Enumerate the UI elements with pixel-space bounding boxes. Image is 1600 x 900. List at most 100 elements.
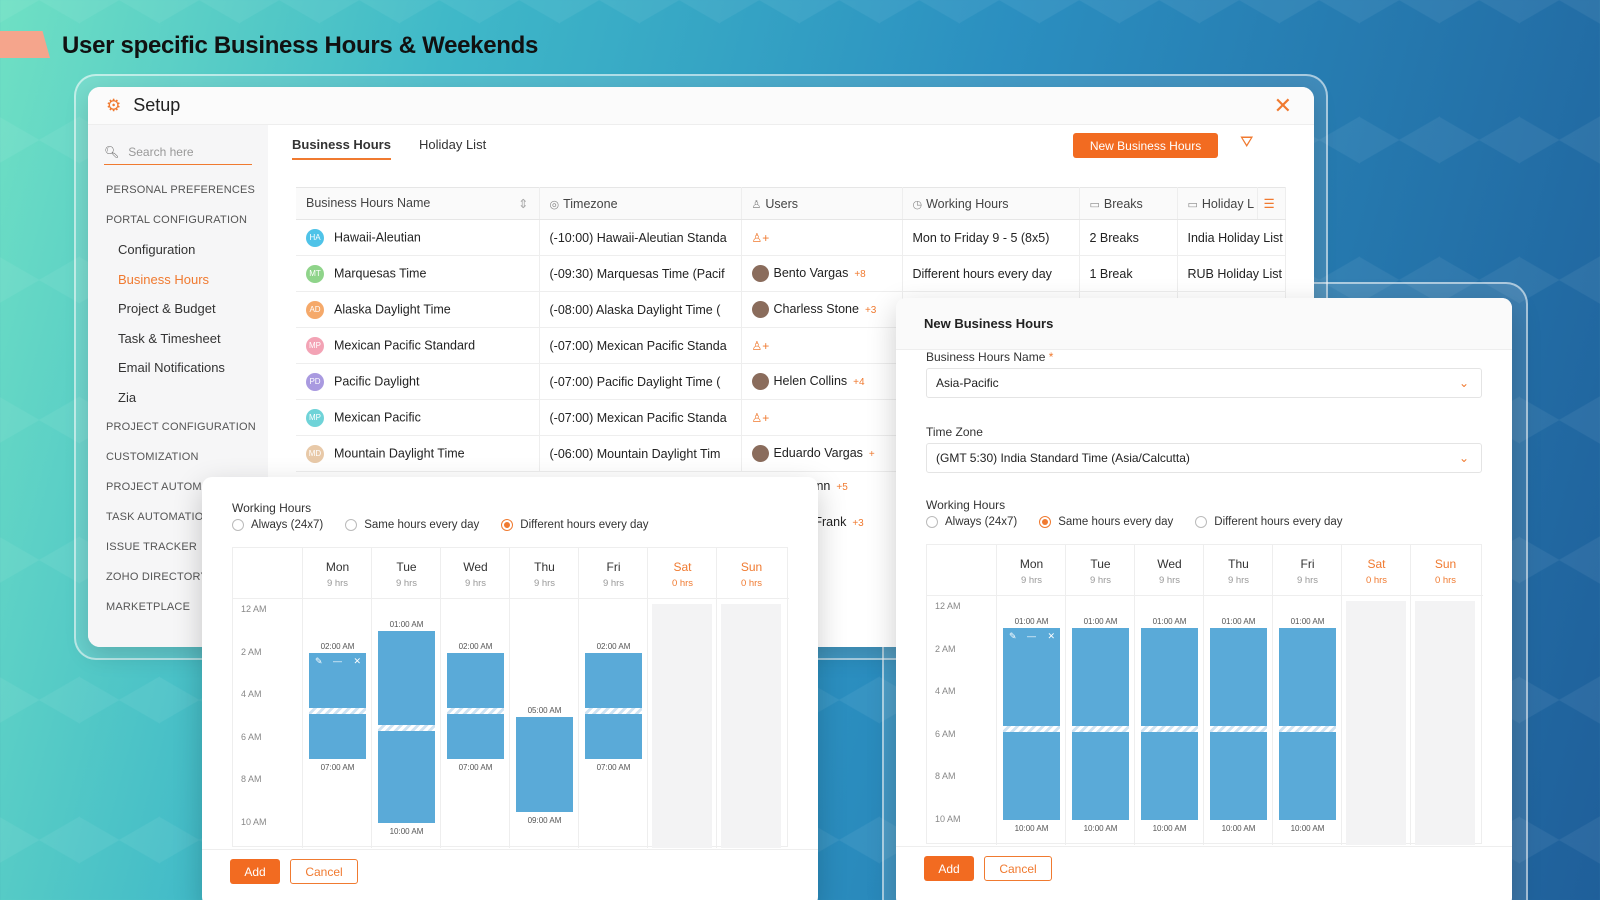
day-hours: 0 hrs bbox=[1434, 575, 1457, 586]
day-name: Sun bbox=[1434, 557, 1457, 571]
start-time-label: 01:00 AM bbox=[1221, 617, 1256, 627]
more-users-count[interactable]: +4 bbox=[853, 376, 865, 388]
search-input[interactable]: 🔍︎ Search here bbox=[104, 139, 252, 165]
cancel-button[interactable]: Cancel bbox=[984, 856, 1052, 881]
radio-always[interactable]: Always (24x7) bbox=[926, 516, 1017, 528]
business-hours-name[interactable]: Mountain Daylight Time bbox=[334, 445, 465, 460]
hours-block[interactable] bbox=[585, 652, 642, 760]
col-breaks[interactable]: ▭ Breaks bbox=[1079, 187, 1178, 220]
setup-header: ⚙ Setup ✕ bbox=[88, 87, 1314, 125]
timezone-select[interactable]: (GMT 5:30) India Standard Time (Asia/Cal… bbox=[926, 443, 1482, 473]
new-business-hours-panel: New Business Hours Business Hours Name *… bbox=[896, 298, 1512, 900]
day-hours: 0 hrs bbox=[740, 578, 763, 589]
new-business-hours-button[interactable]: New Business Hours bbox=[1073, 133, 1218, 158]
grid-header-divider bbox=[927, 595, 1483, 596]
tab-holiday-list[interactable]: Holiday List bbox=[418, 137, 487, 152]
drag-handle-icon[interactable]: — bbox=[1027, 631, 1036, 642]
business-hours-name[interactable]: Mexican Pacific bbox=[334, 409, 421, 424]
hour-label: 10 AM bbox=[935, 814, 961, 824]
sidebar-item[interactable]: Email Notifications bbox=[118, 360, 225, 375]
radio-different-hours[interactable]: Different hours every day bbox=[501, 519, 649, 531]
break-stripe bbox=[1141, 726, 1198, 733]
cancel-button[interactable]: Cancel bbox=[290, 859, 358, 884]
column-settings-icon[interactable]: ☰ bbox=[1257, 187, 1286, 220]
day-hours: 9 hrs bbox=[464, 578, 487, 589]
col-name[interactable]: Business Hours Name ⇕ bbox=[296, 187, 540, 220]
edit-icon[interactable]: ✎ bbox=[1009, 631, 1017, 642]
business-hours-name[interactable]: Mexican Pacific Standard bbox=[334, 337, 476, 352]
radio-same-hours[interactable]: Same hours every day bbox=[345, 519, 479, 531]
close-icon[interactable]: ✕ bbox=[1047, 631, 1055, 642]
add-button[interactable]: Add bbox=[924, 856, 974, 881]
table-row[interactable]: HA Hawaii-Aleutian (-10:00) Hawaii-Aleutia… bbox=[296, 219, 1286, 256]
hour-label: 2 AM bbox=[241, 646, 262, 657]
col-timezone[interactable]: ◎ Timezone bbox=[539, 187, 742, 220]
hours-block[interactable] bbox=[447, 652, 504, 760]
end-time-label: 10:00 AM bbox=[1290, 824, 1325, 833]
sidebar-item[interactable]: Project & Budget bbox=[118, 301, 216, 316]
cell-timezone: (-06:00) Mountain Daylight Tim bbox=[539, 435, 742, 472]
day-column-tue: Tue 9 hrs 01:00 AM 10:00 AM bbox=[1065, 545, 1134, 845]
hours-block[interactable] bbox=[1072, 628, 1129, 820]
radio-circle bbox=[345, 519, 358, 531]
day-column-mon: Mon 9 hrs 01:00 AM ✎ — ✕ 10:00 AM bbox=[996, 545, 1065, 845]
add-user-icon[interactable]: ♙+ bbox=[751, 230, 770, 245]
sidebar-item[interactable]: Business Hours bbox=[118, 271, 210, 287]
edit-icon[interactable]: ✎ bbox=[315, 655, 323, 666]
hours-block[interactable] bbox=[1210, 628, 1267, 820]
more-users-count[interactable]: +8 bbox=[854, 268, 866, 280]
close-icon[interactable]: ✕ bbox=[1273, 93, 1292, 118]
hours-block[interactable] bbox=[516, 716, 573, 813]
weekend-shade bbox=[1415, 601, 1475, 845]
hours-block[interactable] bbox=[378, 631, 435, 823]
badge-avatar: PD bbox=[306, 372, 324, 391]
col-users[interactable]: ♙ Users bbox=[741, 187, 903, 220]
more-users-count[interactable]: +3 bbox=[864, 304, 877, 316]
sidebar-group: MARKETPLACE bbox=[106, 601, 191, 613]
working-hours-label: Working Hours bbox=[232, 501, 312, 515]
tab-business-hours[interactable]: Business Hours bbox=[292, 137, 391, 160]
start-time-label: 02:00 AM bbox=[458, 641, 493, 651]
col-working-hours[interactable]: ◷ Working Hours bbox=[902, 187, 1080, 220]
more-users-count[interactable]: + bbox=[868, 448, 875, 460]
badge-avatar: MT bbox=[306, 264, 324, 283]
day-column-wed: Wed 9 hrs 01:00 AM 10:00 AM bbox=[1134, 545, 1203, 845]
hour-label: 6 AM bbox=[935, 728, 956, 739]
hours-block[interactable] bbox=[1141, 628, 1198, 820]
name-value: Asia-Pacific bbox=[936, 376, 999, 390]
hours-block[interactable]: ✎ — ✕ bbox=[1003, 628, 1060, 820]
radio-different-hours[interactable]: Different hours every day bbox=[1195, 516, 1343, 528]
break-stripe bbox=[447, 707, 504, 714]
add-user-icon[interactable]: ♙+ bbox=[751, 410, 770, 425]
sidebar-item[interactable]: Configuration bbox=[118, 242, 196, 257]
business-hours-name[interactable]: Alaska Daylight Time bbox=[334, 301, 451, 316]
avatar bbox=[751, 301, 769, 318]
business-hours-name[interactable]: Marquesas Time bbox=[334, 265, 427, 280]
more-users-count[interactable]: +5 bbox=[836, 482, 848, 493]
start-time-label: 01:00 AM bbox=[1083, 617, 1118, 627]
schedule-grid: 12 AM 2 AM 4 AM 6 AM 8 AM 10 AM Mon 9 hrs 02:00 … bbox=[232, 547, 789, 848]
filter-icon[interactable]: ⛛ bbox=[1240, 134, 1254, 151]
day-hours: 0 hrs bbox=[1365, 575, 1388, 586]
sort-icon[interactable]: ⇕ bbox=[518, 197, 529, 211]
business-hours-name[interactable]: Pacific Daylight bbox=[334, 373, 420, 388]
add-user-icon[interactable]: ♙+ bbox=[751, 338, 770, 353]
business-hours-name-select[interactable]: Asia-Pacific ⌄ bbox=[926, 368, 1482, 398]
user-name: Charless Stone bbox=[773, 301, 859, 316]
drag-handle-icon[interactable]: — bbox=[333, 655, 342, 666]
more-users-count[interactable]: +3 bbox=[852, 518, 864, 529]
hours-block[interactable]: ✎ — ✕ bbox=[309, 652, 366, 760]
business-hours-name[interactable]: Hawaii-Aleutian bbox=[334, 229, 421, 244]
radio-always[interactable]: Always (24x7) bbox=[232, 519, 323, 531]
hours-block[interactable] bbox=[1279, 628, 1336, 820]
table-row[interactable]: MT Marquesas Time (-09:30) Marquesas Time … bbox=[296, 255, 1286, 292]
day-name: Mon bbox=[1019, 557, 1044, 571]
add-button[interactable]: Add bbox=[230, 859, 280, 884]
day-column-thu: Thu 9 hrs 05:00 AM 09:00 AM bbox=[509, 548, 578, 848]
sidebar-item[interactable]: Zia bbox=[118, 389, 137, 405]
sidebar-item[interactable]: Task & Timesheet bbox=[118, 330, 221, 346]
radio-same-hours[interactable]: Same hours every day bbox=[1039, 516, 1173, 528]
col-holiday[interactable]: ▭ Holiday L bbox=[1177, 187, 1258, 220]
close-icon[interactable]: ✕ bbox=[353, 655, 361, 666]
end-time-label: 10:00 AM bbox=[389, 827, 424, 836]
